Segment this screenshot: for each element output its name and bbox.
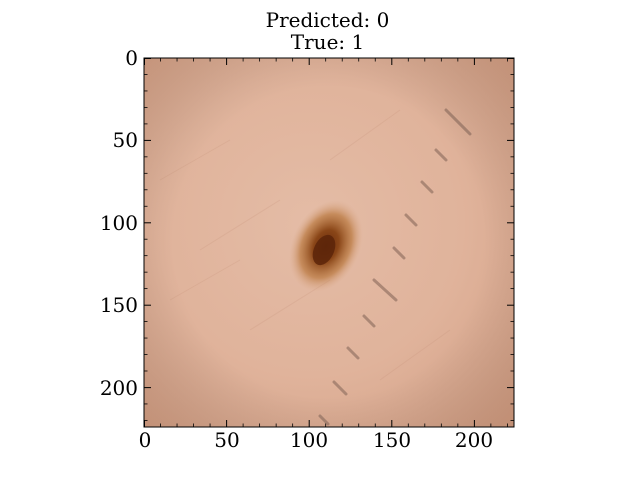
- y-tick-label: 200: [100, 376, 138, 400]
- x-tick-label: 100: [290, 428, 328, 452]
- minor-tick-marks: [144, 58, 514, 427]
- x-tick-labels: 0 50 100 150 200: [139, 428, 493, 452]
- y-tick-label: 50: [113, 128, 138, 152]
- y-tick-label: 100: [100, 211, 138, 235]
- plot-title-true: True: 1: [290, 30, 365, 54]
- y-tick-label: 150: [100, 293, 138, 317]
- plot-title-predicted: Predicted: 0: [265, 8, 390, 32]
- y-tick-labels: 0 50 100 150 200: [100, 46, 138, 400]
- y-tick-label: 0: [125, 46, 138, 70]
- axes-frame: [143, 57, 515, 428]
- x-tick-label: 0: [139, 428, 152, 452]
- x-tick-label: 200: [455, 428, 493, 452]
- tick-marks: [144, 58, 514, 427]
- skin-lesion-image: [144, 58, 514, 427]
- x-tick-label: 50: [214, 428, 239, 452]
- x-tick-label: 150: [373, 428, 411, 452]
